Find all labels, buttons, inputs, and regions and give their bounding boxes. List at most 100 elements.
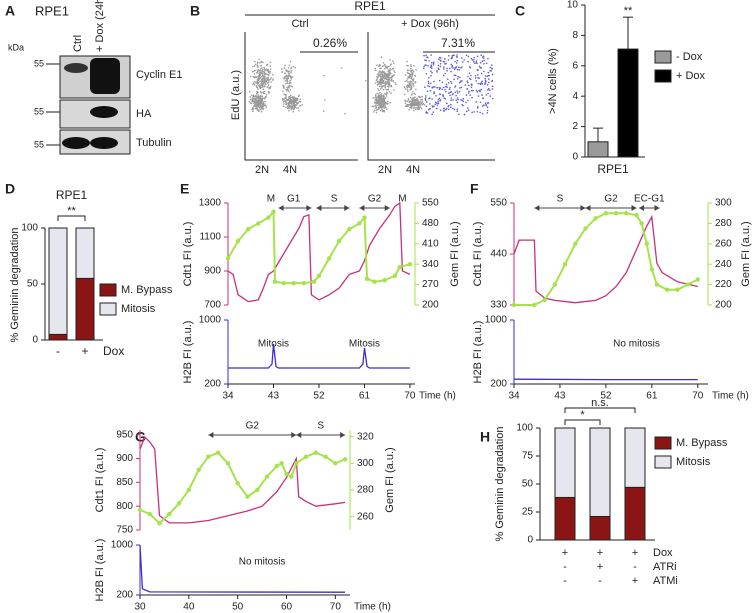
event-dot <box>261 67 263 69</box>
event-dot <box>409 106 411 109</box>
event-dot <box>407 84 410 87</box>
treatment-sign: + <box>597 561 603 573</box>
event-dot <box>269 61 272 64</box>
event-dot <box>487 89 489 91</box>
event-dot <box>382 94 385 97</box>
arrow-head <box>296 432 346 438</box>
event-dot <box>289 101 291 103</box>
event-dot <box>426 90 429 93</box>
event-dot <box>481 60 484 63</box>
event-dot <box>383 99 386 102</box>
band <box>90 58 120 94</box>
event-dot <box>374 69 377 72</box>
event-dot <box>261 75 263 78</box>
event-dot <box>390 84 393 87</box>
event-dot <box>257 97 260 100</box>
event-dot <box>413 106 415 109</box>
event-dot <box>456 54 458 56</box>
event-dot <box>284 80 286 82</box>
event-dot <box>419 106 422 108</box>
event-dot <box>290 96 293 99</box>
event-dot <box>386 78 389 81</box>
event-dot <box>252 65 254 68</box>
event-dot <box>437 64 440 67</box>
event-dot <box>424 98 427 100</box>
event-dot <box>432 61 435 63</box>
tick-label: 200 <box>490 379 507 390</box>
event-dot <box>391 75 394 77</box>
event-dot <box>444 63 446 65</box>
event-dot <box>263 90 266 93</box>
data-point <box>279 461 284 466</box>
lane-label: Ctrl <box>72 35 84 52</box>
band <box>90 106 118 118</box>
event-dot <box>252 76 255 78</box>
tick-label: 0 <box>572 152 578 163</box>
event-dot <box>486 106 489 108</box>
event-dot <box>298 109 300 112</box>
event-dot <box>262 68 264 71</box>
annotation: No mitosis <box>239 557 286 568</box>
event-dot <box>464 84 467 86</box>
event-dot <box>263 67 266 70</box>
tick-label: 1000 <box>111 540 134 551</box>
event-dot <box>462 100 465 103</box>
panel-label: D <box>5 181 15 197</box>
significance: ** <box>67 205 76 217</box>
event-dot <box>410 87 413 89</box>
event-dot <box>287 66 290 69</box>
event-dot <box>281 68 283 70</box>
event-dot <box>454 74 457 77</box>
event-dot <box>250 75 252 78</box>
event-dot <box>430 75 432 77</box>
event-dot <box>457 98 459 101</box>
event-dot <box>443 66 445 68</box>
gate-label: 0.26% <box>313 36 347 50</box>
event-dot <box>446 102 448 105</box>
event-dot <box>268 74 270 77</box>
data-point <box>364 276 370 281</box>
event-dot <box>467 99 469 102</box>
event-dot <box>378 65 380 68</box>
event-dot <box>284 82 287 85</box>
event-dot <box>385 93 387 96</box>
event-dot <box>407 98 410 100</box>
marker-label: 55 <box>34 139 44 149</box>
tick-label: 200 <box>715 300 732 311</box>
event-dot <box>406 60 408 63</box>
event-dot <box>429 103 431 105</box>
treatment-sign: + <box>562 547 568 559</box>
annotation: S <box>317 421 324 432</box>
event-dot <box>378 100 380 102</box>
data-point <box>644 241 649 246</box>
event-dot <box>289 94 292 97</box>
event-dot <box>375 79 378 82</box>
event-dot <box>269 72 271 74</box>
arrow-head <box>639 205 660 211</box>
event-dot <box>388 82 390 84</box>
event-dot <box>290 70 293 72</box>
legend-label: + Dox <box>676 70 706 82</box>
event-dot <box>260 94 262 97</box>
event-dot <box>268 87 271 90</box>
annotation: G2 <box>368 194 382 205</box>
event-dot <box>410 67 412 70</box>
data-point <box>271 209 276 214</box>
event-dot <box>410 77 412 80</box>
event-dot <box>286 75 289 77</box>
event-dot <box>407 99 410 102</box>
event-dot <box>324 99 326 101</box>
event-dot <box>255 104 257 106</box>
event-dot <box>474 77 477 79</box>
event-dot <box>263 71 266 73</box>
event-dot <box>248 90 251 93</box>
tick-label: 200 <box>116 590 133 601</box>
event-dot <box>281 71 283 73</box>
event-dot <box>392 67 395 70</box>
event-dot <box>446 67 448 70</box>
event-dot <box>440 60 442 62</box>
data-point <box>382 278 387 283</box>
event-dot <box>443 97 445 99</box>
significance: n.s. <box>591 397 609 409</box>
event-dot <box>384 85 387 87</box>
